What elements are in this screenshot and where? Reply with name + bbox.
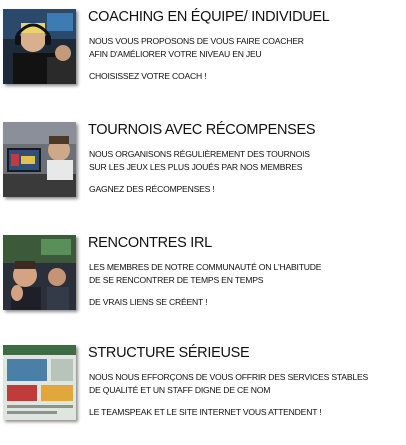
coaching-photo	[3, 9, 76, 84]
feature-title: TOURNOIS AVEC RÉCOMPENSES	[88, 122, 316, 138]
feature-tagline: CHOISISSEZ VOTRE COACH !	[89, 71, 207, 81]
feature-description: NOUS NOUS EFFORÇONS DE VOUS OFFRIR DES S…	[89, 371, 399, 397]
description-line: DE QUALITÉ ET UN STAFF DIGNE DE CE NOM	[89, 385, 271, 395]
description-line: AFIN D'AMÉLIORER VOTRE NIVEAU EN JEU	[89, 49, 262, 59]
description-line: NOUS ORGANISONS RÉGULIÈREMENT DES TOURNO…	[89, 149, 310, 159]
tournament-photo	[3, 122, 76, 197]
website-screenshot	[3, 345, 76, 420]
description-line: DE SE RENCONTRER DE TEMPS EN TEMPS	[89, 275, 264, 285]
feature-irl-meetups: RENCONTRES IRL LES MEMBRES DE NOTRE COMM…	[0, 235, 406, 335]
feature-serious-structure: STRUCTURE SÉRIEUSE NOUS NOUS EFFORÇONS D…	[0, 345, 406, 445]
description-line: LES MEMBRES DE NOTRE COMMUNAUTÉ ON L'HAB…	[89, 262, 322, 272]
feature-title: STRUCTURE SÉRIEUSE	[88, 345, 250, 361]
feature-tagline: GAGNEZ DES RÉCOMPENSES !	[89, 184, 215, 194]
feature-tagline: LE TEAMSPEAK ET LE SITE INTERNET VOUS AT…	[89, 407, 322, 417]
feature-tournaments: TOURNOIS AVEC RÉCOMPENSES NOUS ORGANISON…	[0, 122, 406, 222]
description-line: NOUS NOUS EFFORÇONS DE VOUS OFFRIR DES S…	[89, 372, 369, 382]
description-line: NOUS VOUS PROPOSONS DE VOUS FAIRE COACHE…	[89, 36, 304, 46]
feature-coaching: COACHING EN ÉQUIPE/ INDIVIDUEL NOUS VOUS…	[0, 9, 406, 109]
description-line: SUR LES JEUX LES PLUS JOUÉS PAR NOS MEMB…	[89, 162, 303, 172]
feature-title: RENCONTRES IRL	[88, 235, 212, 251]
meetup-photo	[3, 235, 76, 310]
feature-tagline: DE VRAIS LIENS SE CRÉENT !	[89, 297, 208, 307]
feature-title: COACHING EN ÉQUIPE/ INDIVIDUEL	[88, 9, 330, 25]
feature-description: NOUS ORGANISONS RÉGULIÈREMENT DES TOURNO…	[89, 148, 399, 174]
feature-description: LES MEMBRES DE NOTRE COMMUNAUTÉ ON L'HAB…	[89, 261, 399, 287]
feature-description: NOUS VOUS PROPOSONS DE VOUS FAIRE COACHE…	[89, 35, 399, 61]
